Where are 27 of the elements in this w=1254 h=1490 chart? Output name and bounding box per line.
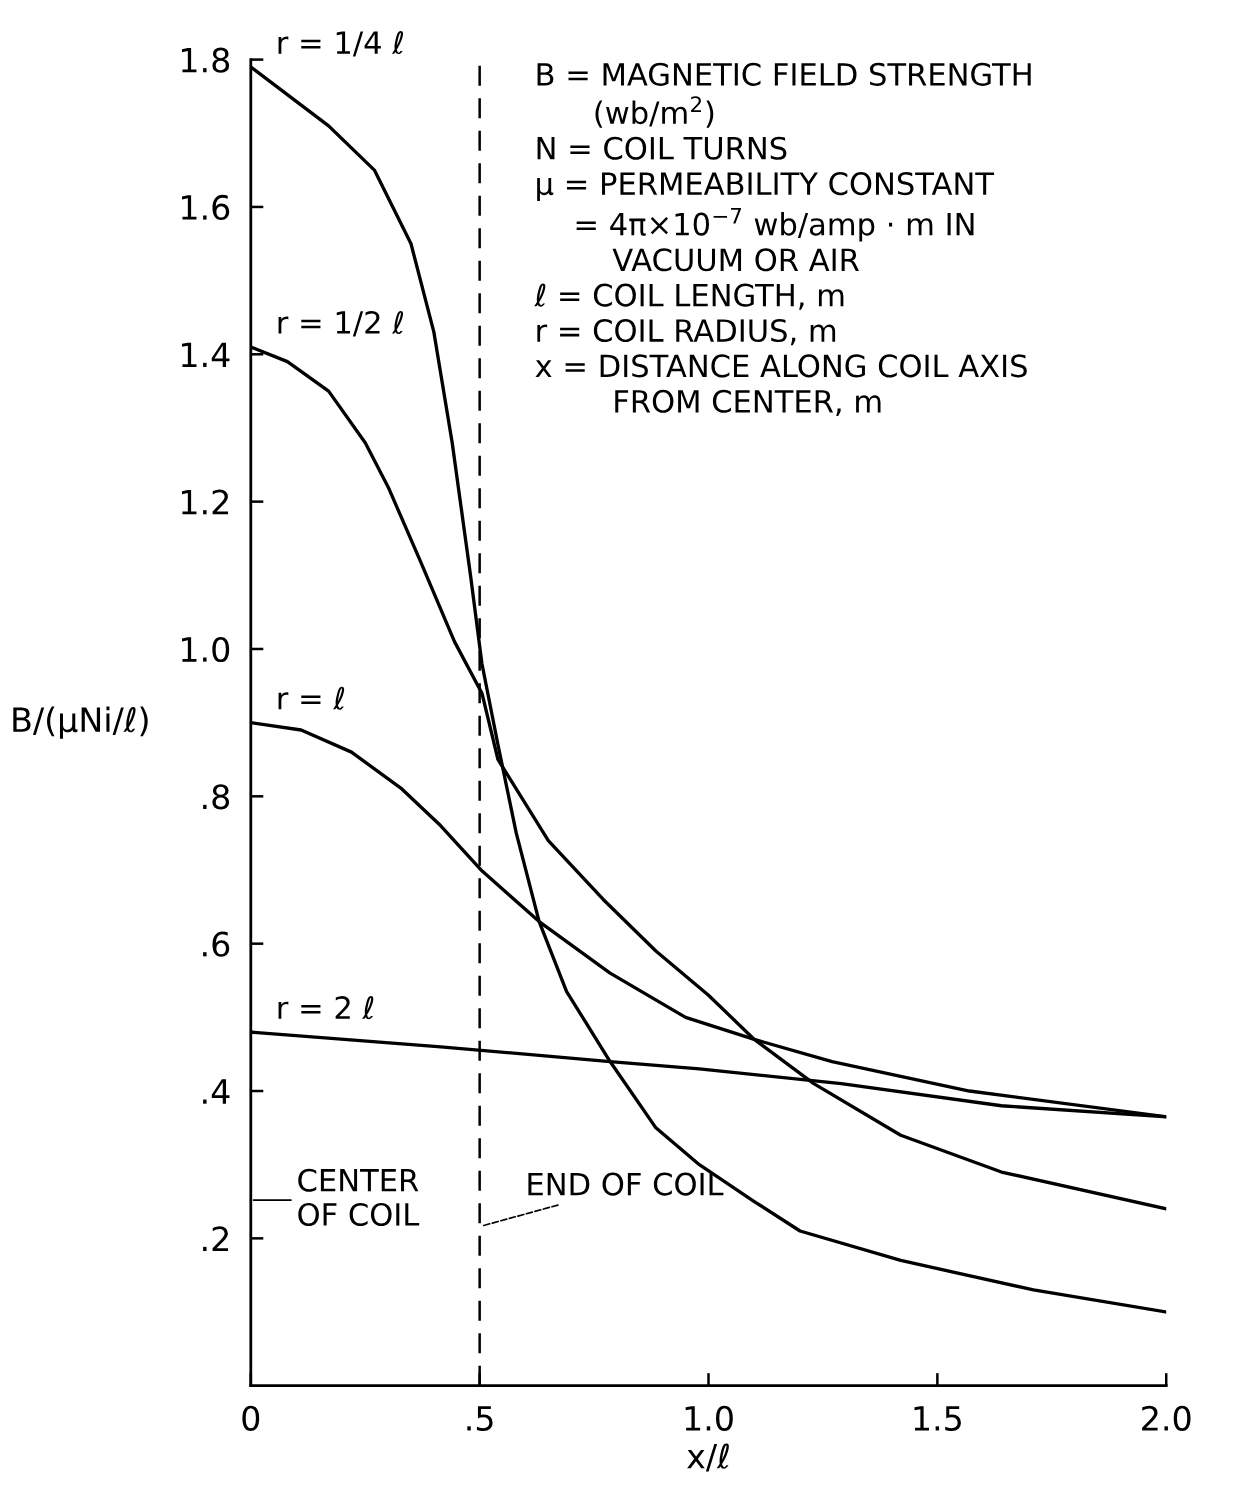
series-label: r = 2 ℓ (278, 996, 374, 1020)
x-axis-title: x/ℓ (687, 1443, 729, 1472)
annotation: N = COIL TURNS (537, 136, 787, 160)
y-tick-label: 1.0 (182, 636, 230, 663)
annotation: ℓ = COIL LENGTH, m (534, 283, 844, 310)
y-tick-label: .6 (203, 931, 230, 957)
y-tick-label: 1.4 (182, 342, 230, 367)
series-label: r = ℓ (278, 686, 345, 710)
annotation: B = MAGNETIC FIELD STRENGTH (wb/m$^{2}$) (537, 62, 1031, 128)
x-tick-label: .5 (467, 1406, 493, 1431)
y-tick-label: .4 (203, 1079, 230, 1104)
x-tick-label: 1.0 (685, 1405, 733, 1431)
y-tick-label: .8 (203, 784, 230, 810)
annotation: x = DISTANCE ALONG COIL AXIS FROM CENTER, m (535, 354, 1027, 416)
y-tick-label: 1.2 (182, 489, 229, 515)
x-tick-label: 1.5 (914, 1406, 961, 1431)
series-label: r = 1/4 ℓ (278, 30, 404, 57)
y-tick-label: 1.8 (182, 47, 230, 73)
y-tick-label: 1.6 (182, 194, 230, 221)
series-label: r = 1/2 ℓ (278, 310, 404, 337)
annotation: r = COIL RADIUS, m (537, 318, 836, 346)
y-axis-title: B/(μNi/ℓ) (13, 706, 148, 739)
annotation: CENTER OF COIL (298, 1168, 420, 1227)
x-tick-label: 2.0 (1142, 1405, 1191, 1431)
ref-line-label: END OF COIL (528, 1172, 724, 1196)
x-tick-label: 0 (242, 1405, 260, 1431)
y-tick-label: .2 (203, 1226, 229, 1252)
